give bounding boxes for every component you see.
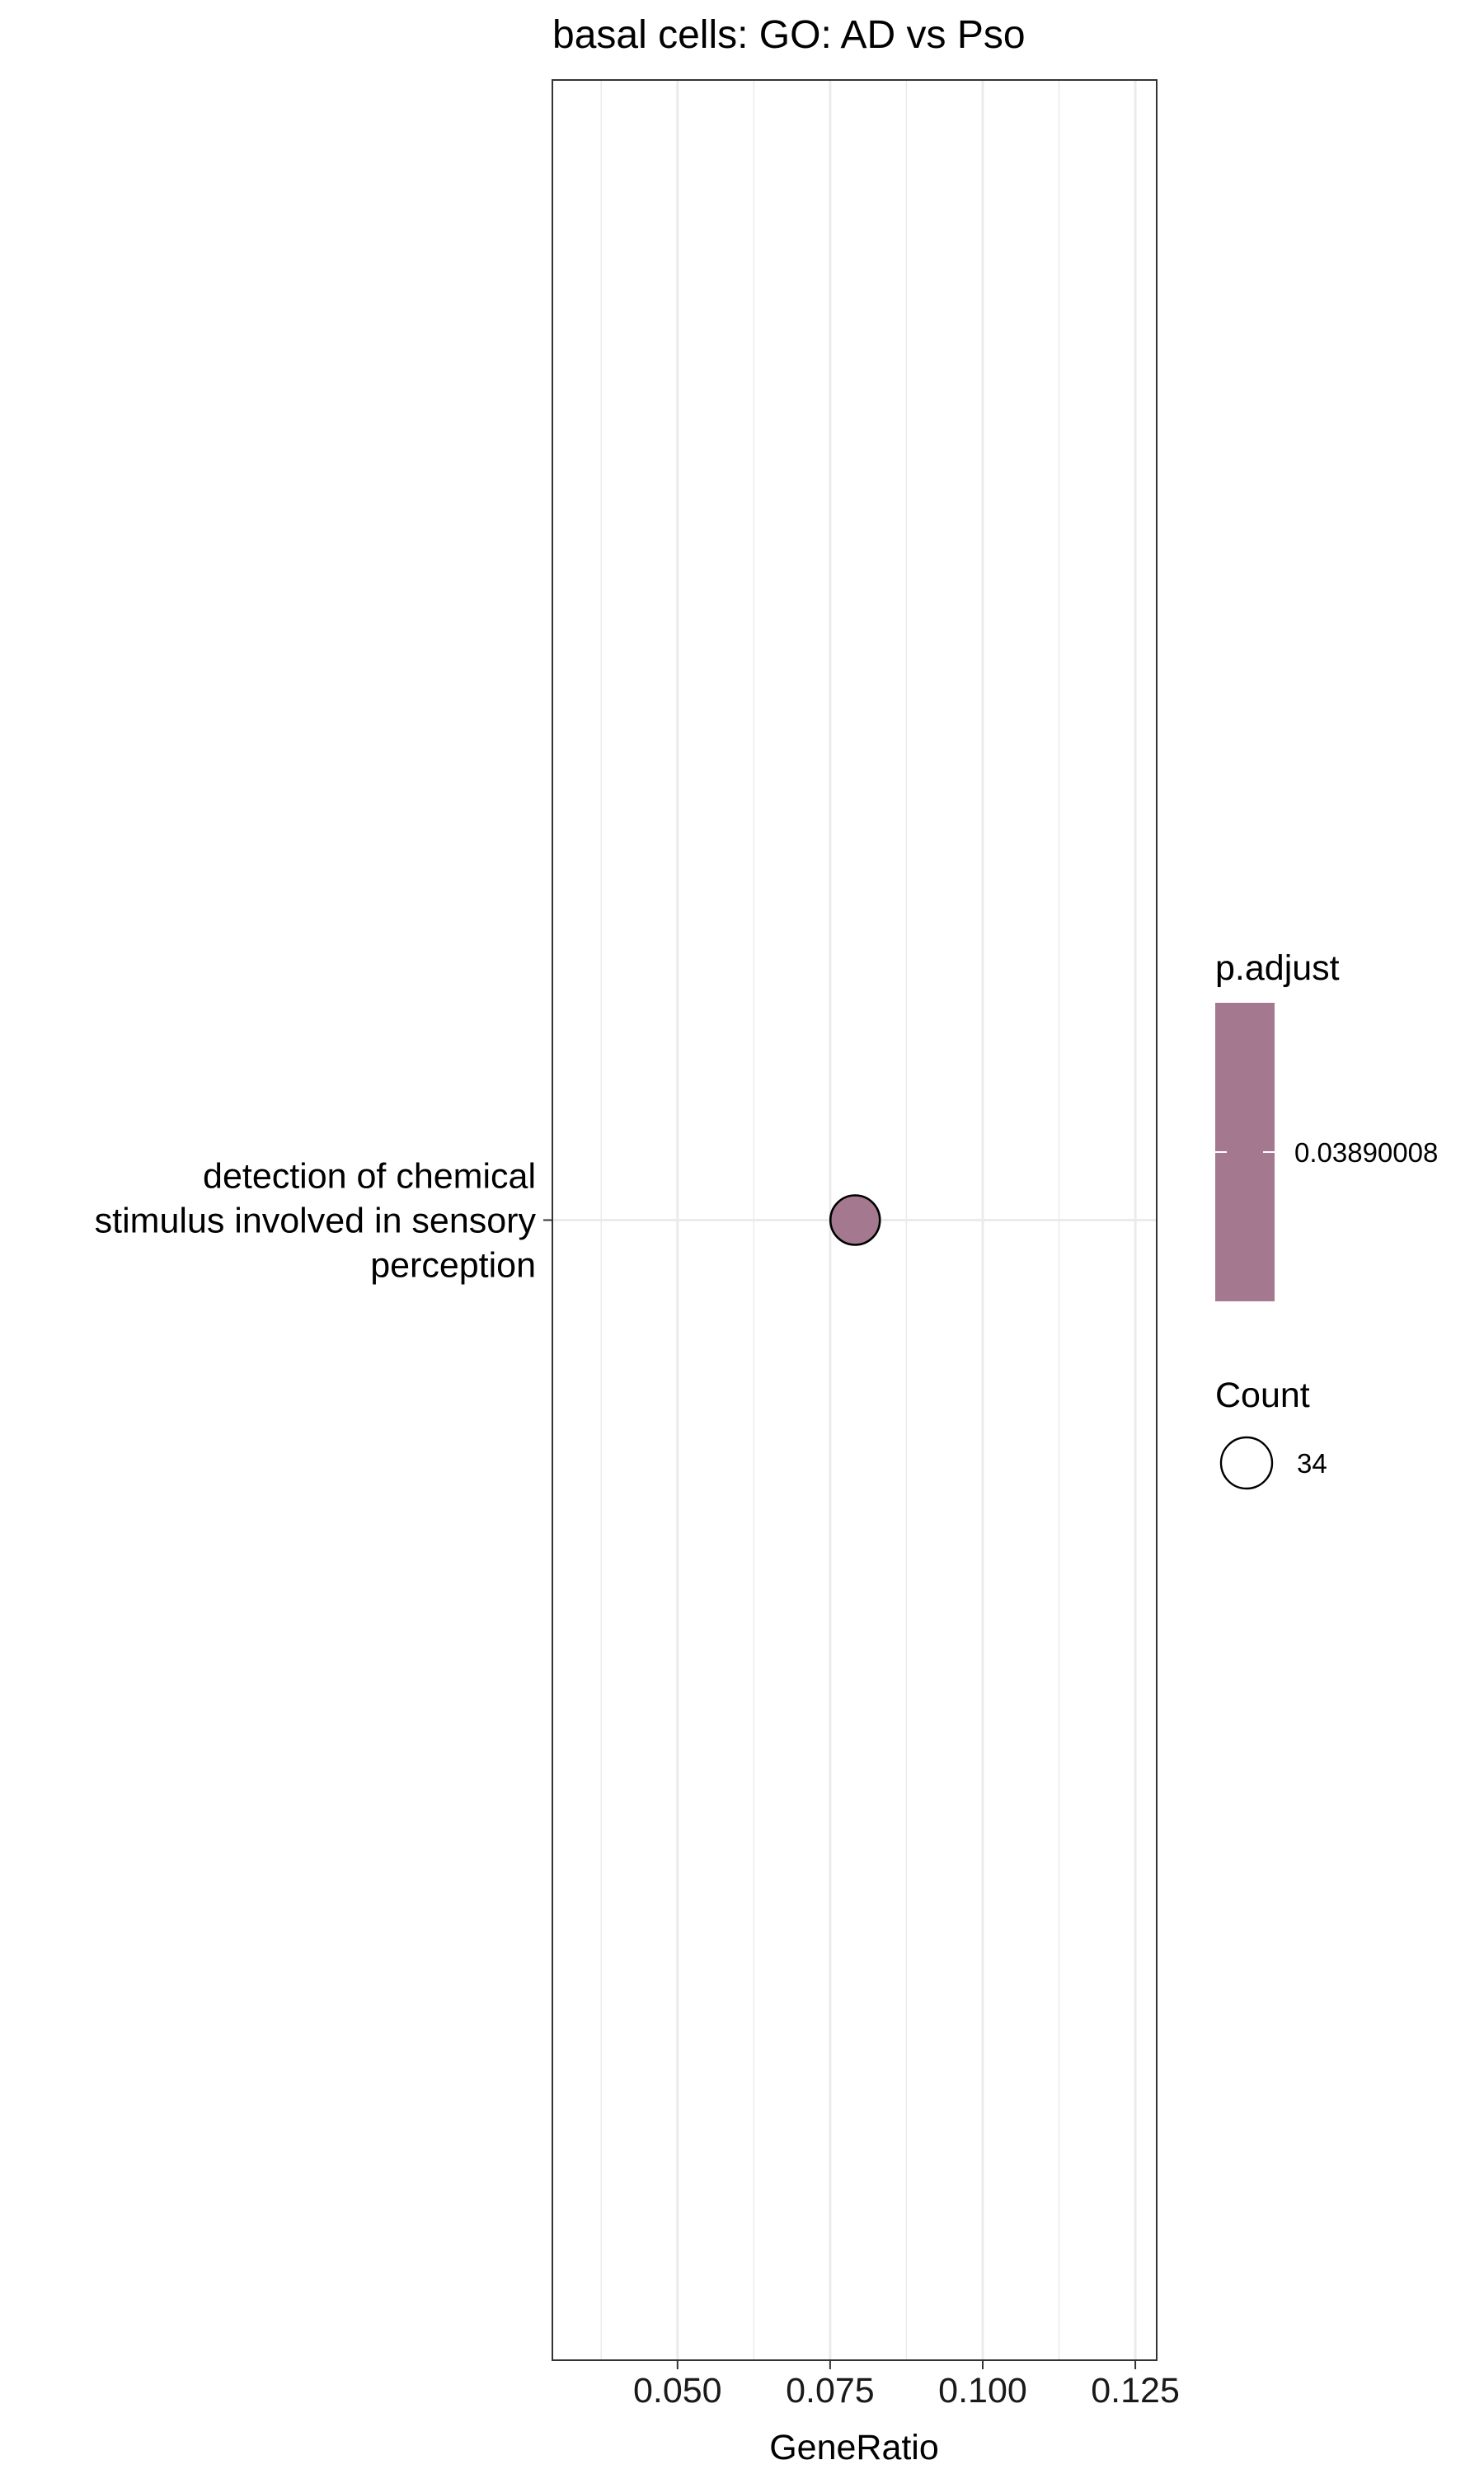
size-legend-key bbox=[1219, 1436, 1274, 1490]
x-tick-label: 0.100 bbox=[938, 2371, 1027, 2411]
size-legend-label: 34 bbox=[1297, 1448, 1327, 1479]
y-axis: detection of chemical stimulus involved i… bbox=[95, 1157, 552, 1286]
x-axis: 0.050 0.075 0.100 0.125 bbox=[633, 2360, 1180, 2411]
data-point bbox=[829, 1194, 881, 1246]
x-tick-label: 0.125 bbox=[1091, 2371, 1180, 2411]
y-tick-label-line: detection of chemical bbox=[203, 1157, 536, 1197]
x-tick-label: 0.050 bbox=[633, 2371, 722, 2411]
x-tick-label: 0.075 bbox=[786, 2371, 875, 2411]
size-legend-title: Count bbox=[1215, 1376, 1310, 1415]
colorbar-label: 0.03890008 bbox=[1294, 1137, 1438, 1168]
color-legend: p.adjust 0.03890008 bbox=[1215, 948, 1438, 1301]
color-legend-title: p.adjust bbox=[1215, 948, 1340, 988]
data-points bbox=[829, 1194, 881, 1246]
y-tick-label-line: perception bbox=[370, 1246, 536, 1286]
chart-title: basal cells: GO: AD vs Pso bbox=[552, 13, 1026, 57]
size-legend: Count 34 bbox=[1215, 1376, 1327, 1490]
y-tick-label-line: stimulus involved in sensory bbox=[95, 1202, 537, 1241]
x-axis-title: GeneRatio bbox=[769, 2428, 939, 2467]
